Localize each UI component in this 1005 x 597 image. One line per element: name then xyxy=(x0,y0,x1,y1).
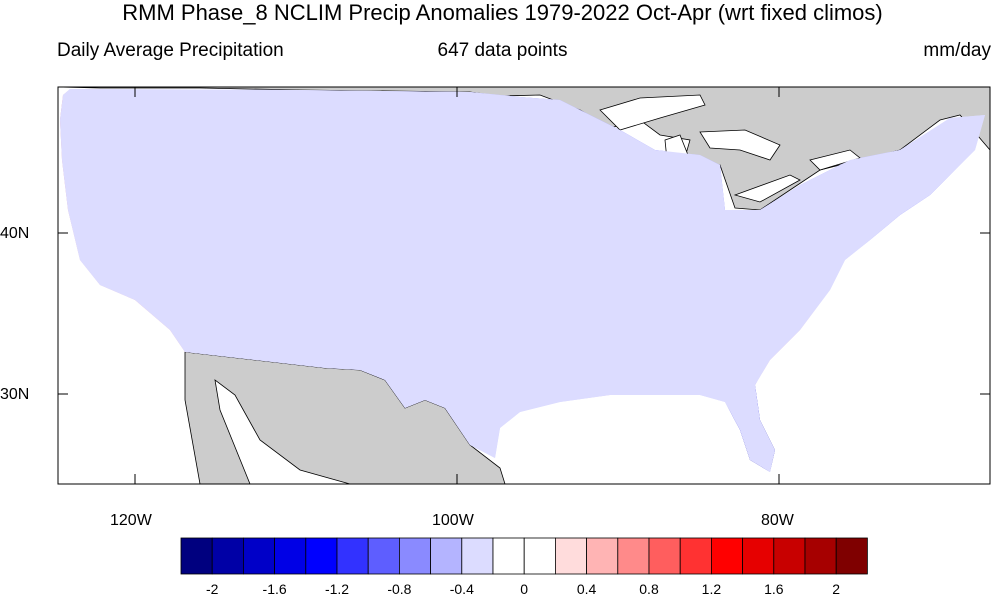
colorbar-label: -0.8 xyxy=(387,581,411,597)
colorbar-label: 1.6 xyxy=(764,581,784,597)
colorbar-box xyxy=(492,537,525,575)
colorbar-label: 0.8 xyxy=(639,581,659,597)
colorbar-box xyxy=(648,537,681,575)
colorbar-label: 0.4 xyxy=(577,581,597,597)
colorbar-label: -1.2 xyxy=(325,581,349,597)
colorbar-box xyxy=(679,537,712,575)
colorbar-box xyxy=(274,537,307,575)
variable-label: Daily Average Precipitation xyxy=(57,40,284,61)
colorbar-box xyxy=(305,537,338,575)
colorbar-label: -2 xyxy=(206,581,219,597)
lon-label-120w: 120W xyxy=(110,512,152,529)
colorbar-box xyxy=(586,537,619,575)
colorbar-box xyxy=(336,537,369,575)
colorbar-box xyxy=(367,537,400,575)
lon-label-80w: 80W xyxy=(761,512,794,529)
lon-ticks xyxy=(134,87,780,484)
colorbar-box xyxy=(430,537,463,575)
colorbar-label: 2 xyxy=(832,581,840,597)
colorbar-box xyxy=(523,537,556,575)
lon-label-100w: 100W xyxy=(432,512,474,529)
lat-ticks xyxy=(58,232,990,395)
colorbar-label: -0.4 xyxy=(450,581,474,597)
colorbar-box xyxy=(242,537,275,575)
colorbar-box xyxy=(398,537,431,575)
colorbar-label: 1.2 xyxy=(702,581,722,597)
colorbar-box xyxy=(617,537,650,575)
plot-title: RMM Phase_8 NCLIM Precip Anomalies 1979-… xyxy=(122,0,883,25)
colorbar-box xyxy=(555,537,588,575)
colorbar-box xyxy=(804,537,837,575)
colorbar-box xyxy=(711,537,744,575)
colorbar-box xyxy=(180,537,213,575)
colorbar-box xyxy=(773,537,806,575)
lat-label-30n: 30N xyxy=(0,386,30,403)
colorbar-box xyxy=(461,537,494,575)
map-frame xyxy=(57,86,991,485)
colorbar-box xyxy=(211,537,244,575)
sample-count: 647 data points xyxy=(437,40,568,61)
units-label: mm/day xyxy=(923,40,991,61)
colorbar-box xyxy=(835,537,868,575)
lat-label-40n: 40N xyxy=(0,225,30,242)
colorbar-label: 0 xyxy=(520,581,528,597)
colorbar-label: -1.6 xyxy=(263,581,287,597)
colorbar-box xyxy=(742,537,775,575)
